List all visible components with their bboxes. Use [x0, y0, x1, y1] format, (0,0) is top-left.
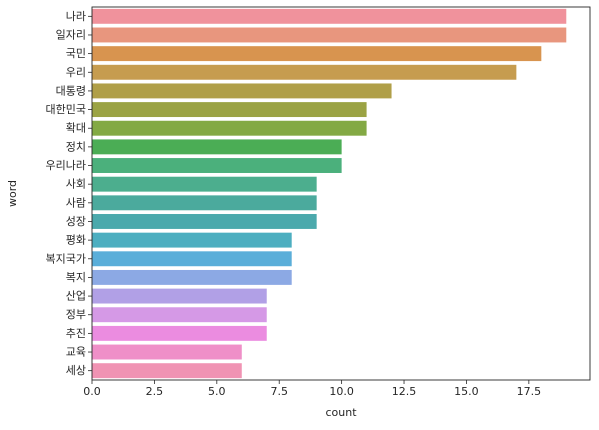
y-axis-label: word — [6, 180, 19, 207]
bar — [92, 46, 542, 62]
x-tick-label: 0.0 — [83, 385, 101, 398]
y-tick-labels: 나라일자리국민우리대통령대한민국확대정치우리나라사회사람성장평화복지국가복지산업… — [46, 10, 92, 377]
y-tick-label: 일자리 — [56, 27, 86, 41]
bar — [92, 325, 267, 341]
bar — [92, 120, 367, 136]
y-tick-label: 대통령 — [56, 84, 86, 97]
y-tick-label: 대한민국 — [46, 103, 86, 116]
x-axis-label: count — [325, 406, 357, 419]
bar — [92, 344, 242, 360]
y-tick-label: 평화 — [66, 234, 86, 247]
x-tick-label: 15.0 — [454, 385, 479, 398]
y-tick-label: 복지 — [66, 271, 86, 284]
y-tick-label: 정부 — [66, 308, 86, 321]
y-tick-label: 국민 — [66, 47, 86, 60]
bar — [92, 214, 317, 229]
bar — [92, 83, 392, 99]
bar — [92, 288, 267, 304]
x-tick-label: 17.5 — [517, 385, 542, 398]
bar — [92, 307, 267, 323]
x-tick-label: 5.0 — [208, 385, 226, 398]
y-tick-label: 우리나라 — [46, 159, 86, 172]
y-tick-label: 세상 — [66, 364, 86, 377]
bar — [92, 232, 292, 248]
y-tick-label: 교육 — [66, 346, 86, 359]
x-tick-label: 2.5 — [146, 385, 164, 398]
bar — [92, 8, 567, 24]
x-tick-label: 7.5 — [270, 385, 288, 398]
bar — [92, 102, 367, 118]
y-tick-label: 나라 — [66, 10, 86, 23]
bar — [92, 251, 292, 267]
y-tick-label: 복지국가 — [46, 252, 86, 265]
bar — [92, 139, 342, 155]
bar — [92, 158, 342, 173]
y-tick-label: 추진 — [66, 327, 86, 340]
bar — [92, 27, 567, 43]
bar — [92, 269, 292, 285]
bar — [92, 176, 317, 192]
bars-group — [92, 8, 567, 379]
y-tick-label: 성장 — [66, 215, 86, 228]
y-tick-label: 사회 — [66, 178, 86, 191]
y-tick-label: 확대 — [66, 122, 86, 135]
x-tick-label: 12.5 — [392, 385, 417, 398]
y-tick-label: 우리 — [66, 66, 86, 79]
y-tick-label: 정치 — [66, 140, 86, 153]
x-tick-label: 10.0 — [329, 385, 354, 398]
bar — [92, 64, 517, 80]
x-tick-labels: 0.0 2.5 5.0 7.5 10.0 12.5 15.0 17.5 — [83, 380, 541, 398]
bar — [92, 363, 242, 379]
plot-frame — [91, 6, 591, 381]
bar — [92, 195, 317, 211]
y-tick-label: 사람 — [66, 196, 86, 209]
y-tick-label: 산업 — [66, 290, 86, 303]
